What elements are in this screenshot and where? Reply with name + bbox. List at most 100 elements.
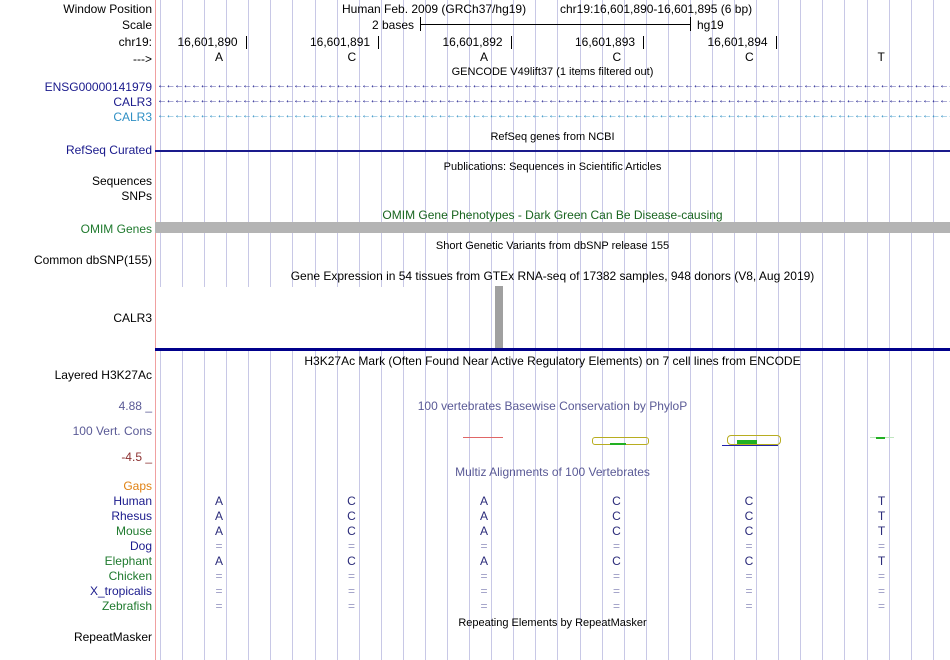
alignment-base-chicken-3: = (612, 569, 620, 583)
publications-sequences-label[interactable]: Sequences (91, 174, 152, 188)
alignment-base-rhesus-1: C (347, 509, 356, 523)
alignment-base-x_tropicalis-4: = (745, 584, 753, 598)
alignment-base-human-0: A (214, 494, 223, 508)
alignment-base-x_tropicalis-0: = (215, 584, 223, 598)
alignment-base-zebrafish-4: = (745, 599, 753, 613)
alignment-base-x_tropicalis-2: = (480, 584, 488, 598)
multiz-feature-3-underline (722, 445, 778, 446)
species-label-zebrafish[interactable]: Zebrafish (101, 599, 152, 613)
conservation-min-value: -4.5 _ (121, 450, 152, 464)
gencode-item-label-1[interactable]: CALR3 (113, 95, 152, 109)
species-label-dog[interactable]: Dog (129, 539, 152, 553)
conservation-track-title: 100 vertebrates Basewise Conservation by… (417, 399, 688, 413)
reference-base-4: C (745, 50, 754, 64)
alignment-base-x_tropicalis-3: = (612, 584, 620, 598)
coordinate-tick-0 (245, 36, 247, 49)
species-label-x_tropicalis[interactable]: X_tropicalis (89, 584, 152, 598)
multiz-feature-3-exon (737, 440, 757, 444)
gencode-transcript-arrows-1[interactable]: ←←←←←←←←←←←←←←←←←←←←←←←←←←←←←←←←←←←←←←←←… (157, 95, 950, 106)
publications-snps-label[interactable]: SNPs (121, 189, 152, 203)
dbsnp-track-title: Short Genetic Variants from dbSNP releas… (435, 240, 670, 252)
alignment-base-mouse-5: T (877, 524, 886, 538)
alignment-base-elephant-0: A (214, 554, 223, 568)
alignment-base-rhesus-4: C (744, 509, 754, 523)
species-label-rhesus[interactable]: Rhesus (111, 509, 152, 523)
coordinate-label-0: 16,601,890 (177, 35, 238, 49)
reference-base-1: C (347, 50, 357, 64)
coordinate-tick-3 (643, 36, 644, 49)
alignment-base-human-2: A (479, 494, 488, 508)
refseq-curated-label[interactable]: RefSeq Curated (65, 143, 152, 157)
gtex-expression-plot[interactable] (156, 287, 418, 348)
coordinate-label-4: 16,601,894 (707, 35, 768, 49)
omim-track-title: OMIM Gene Phenotypes - Dark Green Can Be… (382, 208, 723, 222)
alignment-base-human-5: T (877, 494, 886, 508)
alignment-base-mouse-2: A (479, 524, 488, 538)
alignment-base-x_tropicalis-5: = (877, 584, 885, 598)
alignment-base-mouse-1: C (347, 524, 356, 538)
coordinate-label-3: 16,601,893 (575, 35, 636, 49)
alignment-base-x_tropicalis-1: = (347, 584, 355, 598)
repeatmasker-label[interactable]: RepeatMasker (73, 630, 152, 644)
gtex-baseline (155, 348, 950, 351)
alignment-base-dog-4: = (745, 539, 753, 553)
alignment-base-human-4: C (744, 494, 754, 508)
layered-h3k27ac-label[interactable]: Layered H3K27Ac (54, 368, 152, 382)
alignment-base-elephant-4: C (744, 554, 754, 568)
multiz-feature-2-exon (610, 443, 626, 445)
gencode-transcript-arrows-0[interactable]: ←←←←←←←←←←←←←←←←←←←←←←←←←←←←←←←←←←←←←←←←… (157, 80, 950, 91)
window-position-label: Window Position (63, 2, 152, 16)
alignment-base-rhesus-2: A (479, 509, 488, 523)
conservation-track-label[interactable]: 100 Vert. Cons (72, 424, 152, 438)
coordinate-tick-2 (510, 36, 512, 49)
assembly-name: Human Feb. 2009 (GRCh37/hg19) (342, 2, 527, 16)
species-label-mouse[interactable]: Mouse (115, 524, 152, 538)
refseq-curated-feature[interactable] (155, 150, 950, 152)
alignment-base-dog-3: = (612, 539, 620, 553)
multiz-feature-4-exon (876, 437, 885, 439)
publications-track-title: Publications: Sequences in Scientific Ar… (443, 161, 662, 173)
alignment-base-zebrafish-0: = (215, 599, 223, 613)
alignment-base-rhesus-5: T (877, 509, 886, 523)
repeatmasker-track-title: Repeating Elements by RepeatMasker (458, 617, 647, 629)
species-label-chicken[interactable]: Chicken (108, 569, 152, 583)
gencode-transcript-arrows-2[interactable]: ←←←←←←←←←←←←←←←←←←←←←←←←←←←←←←←←←←←←←←←←… (157, 110, 950, 121)
reference-base-2: A (480, 50, 489, 64)
species-label-elephant[interactable]: Elephant (104, 554, 152, 568)
gtex-expression-bar[interactable] (495, 286, 503, 348)
omim-gene-feature[interactable] (155, 222, 950, 233)
alignment-base-dog-1: = (347, 539, 355, 553)
scale-bases-text: 2 bases (372, 18, 415, 32)
alignment-base-human-3: C (612, 494, 621, 508)
coordinate-label-2: 16,601,892 (442, 35, 503, 49)
alignment-base-chicken-0: = (215, 569, 223, 583)
h3k27ac-track-title: H3K27Ac Mark (Often Found Near Active Re… (304, 354, 801, 368)
alignment-base-mouse-0: A (214, 524, 223, 538)
coordinate-tick-4 (775, 36, 777, 49)
reference-base-3: C (612, 50, 622, 64)
omim-genes-label[interactable]: OMIM Genes (80, 222, 152, 236)
multiz-feature-3[interactable] (727, 435, 781, 445)
alignment-base-dog-5: = (877, 539, 885, 553)
alignment-base-chicken-5: = (877, 569, 885, 583)
alignment-base-mouse-3: C (612, 524, 621, 538)
scale-tick-right (690, 17, 691, 31)
gencode-item-label-2[interactable]: CALR3 (113, 110, 152, 124)
alignment-base-zebrafish-3: = (612, 599, 620, 613)
gaps-label[interactable]: Gaps (123, 479, 152, 493)
alignment-base-zebrafish-1: = (347, 599, 355, 613)
alignment-base-zebrafish-2: = (480, 599, 488, 613)
coordinate-tick-1 (378, 36, 379, 49)
alignment-base-chicken-2: = (480, 569, 488, 583)
refseq-track-title: RefSeq genes from NCBI (490, 131, 615, 143)
alignment-base-chicken-4: = (745, 569, 753, 583)
common-dbsnp-label[interactable]: Common dbSNP(155) (33, 253, 152, 267)
species-label-human[interactable]: Human (113, 494, 152, 508)
multiz-feature-1[interactable] (463, 437, 503, 438)
coordinate-label-1: 16,601,891 (310, 35, 371, 49)
conservation-max-value: 4.88 _ (118, 399, 152, 413)
position-text: chr19:16,601,890-16,601,895 (6 bp) (560, 2, 753, 16)
gtex-gene-label[interactable]: CALR3 (113, 311, 152, 325)
gencode-item-label-0[interactable]: ENSG00000141979 (44, 80, 152, 94)
